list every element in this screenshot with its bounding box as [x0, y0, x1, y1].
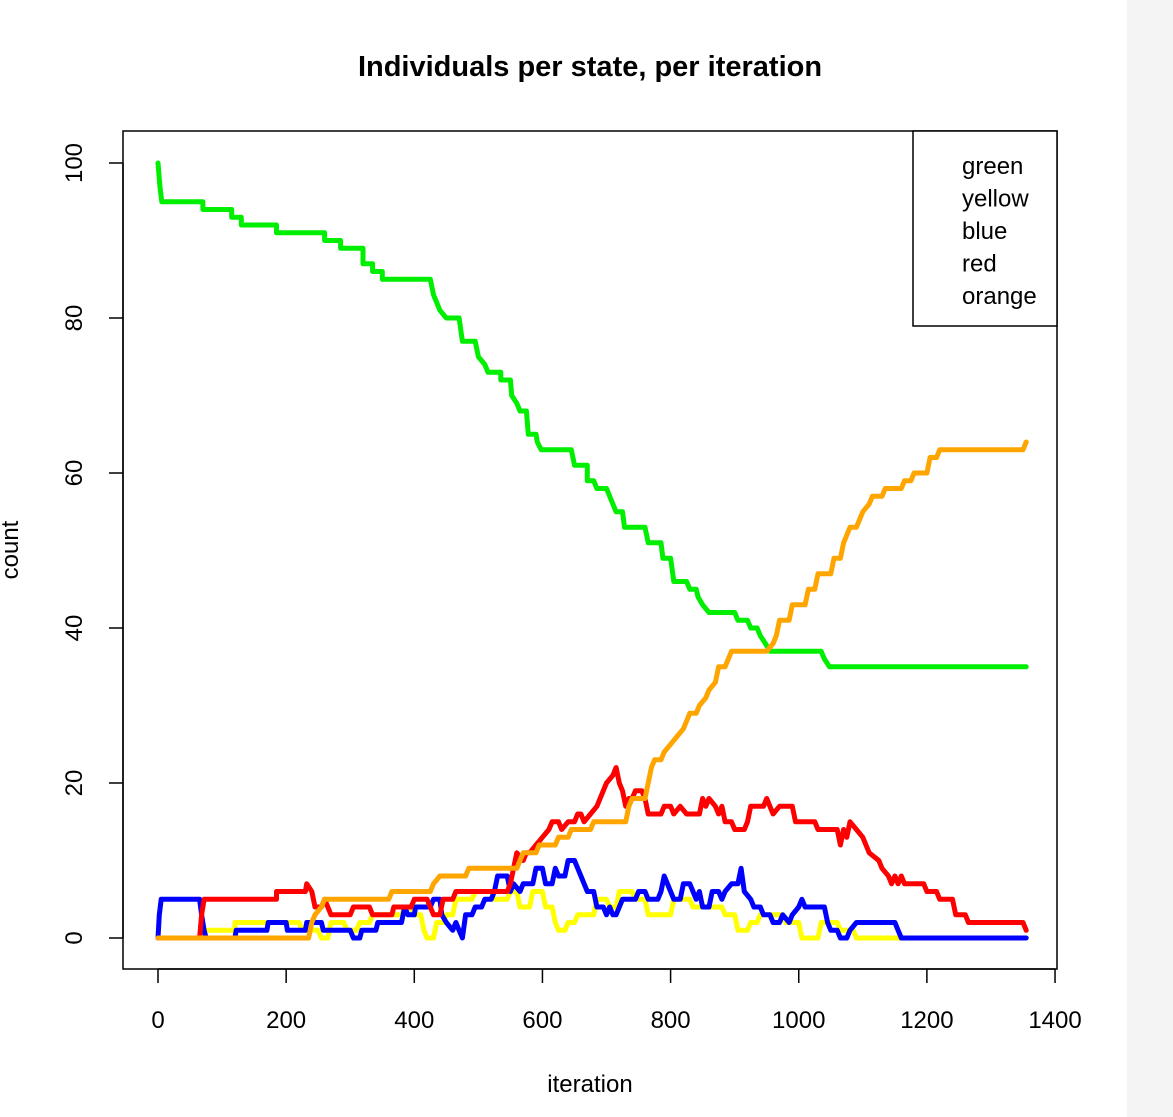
- legend-entry-yellow: yellow: [962, 186, 1029, 213]
- y-tick-label: 80: [61, 305, 88, 332]
- y-tick-label: 20: [61, 770, 88, 797]
- series-line-orange: [155, 439, 1029, 941]
- side-panel: [1127, 0, 1173, 1117]
- x-axis-label: iteration: [547, 1071, 632, 1098]
- legend-box: [912, 130, 1058, 327]
- legend: green yellow blue red orange: [912, 130, 1058, 327]
- series-line-yellow: [155, 889, 1029, 941]
- y-tick-label: 100: [61, 143, 88, 183]
- x-tick-label: 0: [151, 1007, 164, 1034]
- legend-entry-blue: blue: [962, 218, 1007, 245]
- series-line-green: [155, 160, 1029, 670]
- y-axis-label: count: [0, 520, 24, 579]
- series-line-red: [155, 765, 1029, 941]
- x-tick-label: 200: [266, 1007, 306, 1034]
- y-tick-label: 0: [61, 931, 88, 944]
- x-tick-label: 800: [651, 1007, 691, 1034]
- y-tick-label: 60: [61, 460, 88, 487]
- y-axis: 0 20 40 60 80 100: [61, 143, 124, 945]
- chart-title: Individuals per state, per iteration: [358, 51, 822, 83]
- series-line-blue: [155, 858, 1029, 941]
- chart: Individuals per state, per iteration 0 20…: [0, 51, 1082, 1098]
- x-tick-label: 1000: [772, 1007, 825, 1034]
- y-tick-label: 40: [61, 615, 88, 642]
- series-layer: [155, 160, 1029, 941]
- x-tick-label: 1200: [900, 1007, 953, 1034]
- legend-entry-red: red: [962, 251, 997, 278]
- legend-entries: green yellow blue red orange: [962, 153, 1037, 310]
- x-tick-label: 400: [394, 1007, 434, 1034]
- x-axis: 0 200 400 600 800 1000 1200 1400: [151, 968, 1082, 1034]
- x-tick-label: 600: [522, 1007, 562, 1034]
- legend-entry-green: green: [962, 153, 1023, 180]
- legend-entry-orange: orange: [962, 283, 1037, 310]
- x-tick-label: 1400: [1028, 1007, 1081, 1034]
